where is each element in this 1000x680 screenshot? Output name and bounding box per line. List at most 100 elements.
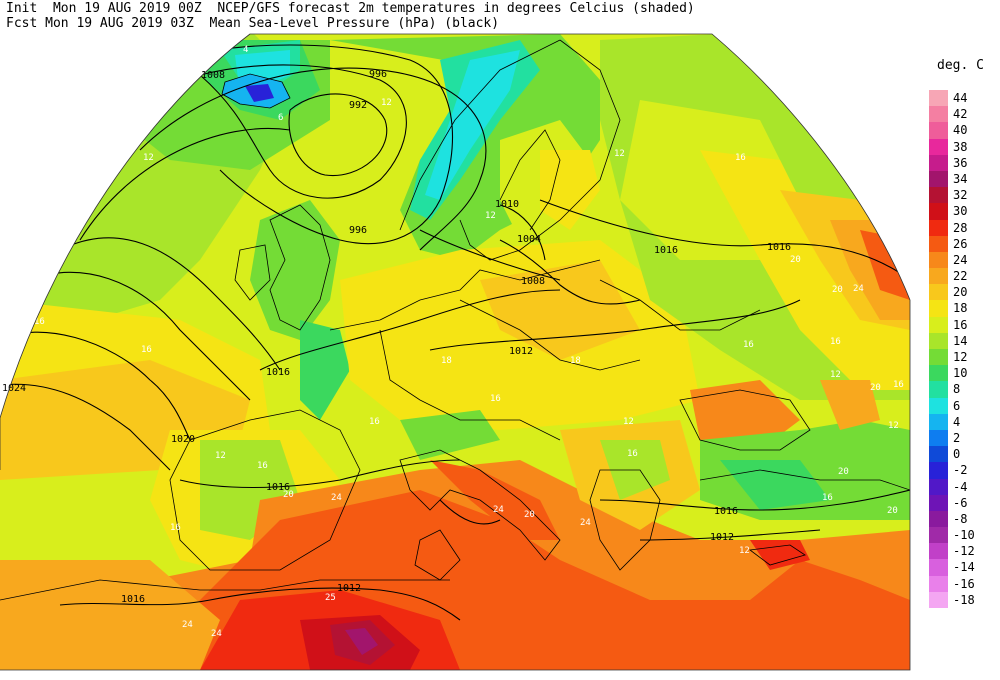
legend-entry: -14 — [929, 559, 989, 576]
temp-label: 18 — [570, 356, 581, 366]
pressure-label: 1010 — [495, 199, 519, 210]
legend-label: 12 — [953, 350, 968, 364]
legend-label: -12 — [953, 544, 975, 559]
pressure-label: 1008 — [521, 276, 545, 287]
temp-label: 16 — [893, 380, 904, 390]
temp-label: 20 — [832, 285, 843, 295]
temp-label: 12 — [739, 546, 750, 556]
temp-label: 12 — [215, 451, 226, 461]
legend-label: 36 — [953, 155, 968, 170]
temp-label: 24 — [853, 284, 864, 294]
legend-swatch — [929, 527, 948, 544]
temp-label: 4 — [243, 45, 248, 55]
legend-entry: 0 — [929, 446, 989, 463]
color-legend: 44 42 40 38 36 34 32 30 28 26 24 22 20 18 16 14 12 10 8 6 4 2… — [929, 90, 989, 608]
legend-entry: -4 — [929, 478, 989, 495]
legend-label: 2 — [953, 430, 961, 445]
legend-swatch — [929, 235, 948, 252]
legend-swatch — [929, 365, 948, 382]
legend-swatch — [929, 170, 948, 188]
legend-label: 0 — [953, 447, 961, 462]
legend-label: 34 — [953, 171, 968, 186]
temp-label: 16 — [490, 394, 501, 404]
legend-label: -2 — [953, 463, 968, 478]
temp-label: 24 — [331, 493, 342, 503]
isobars — [0, 44, 910, 621]
temperature-labels: 4 6 12 12 12 16 16 16 20 24 16 18 12 16 … — [34, 45, 904, 639]
legend-entry: 44 — [929, 90, 989, 107]
header-init-line: Init Mon 19 AUG 2019 00Z NCEP/GFS foreca… — [6, 1, 695, 16]
legend-label: 32 — [953, 188, 968, 203]
temp-label: 16 — [627, 449, 638, 459]
legend-swatch — [929, 122, 948, 139]
legend-entry: 26 — [929, 235, 989, 252]
legend-label: -6 — [953, 495, 968, 510]
legend-swatch — [929, 187, 948, 204]
pressure-label: 1020 — [171, 434, 195, 445]
legend-entry: 10 — [929, 365, 989, 382]
legend-entry: 18 — [929, 300, 989, 317]
legend-swatch — [929, 300, 948, 317]
temp-label: 6 — [278, 113, 283, 123]
temp-label: 12 — [143, 153, 154, 163]
legend-entry: 42 — [929, 106, 989, 123]
temp-label: 20 — [790, 255, 801, 265]
legend-unit: deg. C — [937, 58, 984, 73]
pressure-label: 1004 — [517, 234, 541, 245]
legend-entry: -18 — [929, 591, 989, 608]
pressure-label: 1016 — [654, 245, 678, 256]
temp-label: 24 — [211, 629, 222, 639]
legend-label: 14 — [953, 333, 968, 348]
legend-swatch — [929, 284, 948, 301]
legend-entry: 40 — [929, 122, 989, 139]
legend-label: -10 — [953, 528, 975, 543]
legend-swatch — [929, 575, 948, 592]
legend-swatch — [929, 106, 948, 123]
legend-label: -4 — [953, 479, 968, 494]
legend-label: 16 — [953, 317, 968, 332]
legend-label: -16 — [953, 576, 975, 591]
legend-label: 26 — [953, 236, 968, 251]
legend-label: 28 — [953, 220, 968, 235]
legend-swatch — [929, 138, 948, 155]
temp-label: 20 — [283, 490, 294, 500]
temp-label: 12 — [623, 417, 634, 427]
legend-swatch — [929, 332, 948, 349]
legend-swatch — [929, 559, 948, 576]
pressure-label: 1008 — [201, 70, 225, 81]
pressure-label: 996 — [369, 69, 387, 80]
temp-label: 24 — [580, 518, 591, 528]
temp-label: 25 — [325, 593, 336, 603]
legend-swatch — [929, 429, 948, 447]
legend-swatch — [929, 478, 948, 495]
temp-label: 12 — [485, 211, 496, 221]
pressure-label: 1012 — [337, 583, 361, 594]
legend-swatch — [929, 462, 948, 479]
temp-label: 20 — [838, 467, 849, 477]
legend-entry: 16 — [929, 316, 989, 333]
pressure-label: 1024 — [2, 383, 26, 394]
legend-entry: 36 — [929, 154, 989, 171]
legend-entry: -16 — [929, 575, 989, 592]
temp-label: 16 — [141, 345, 152, 355]
pressure-label: 1016 — [121, 594, 145, 605]
legend-entry: 32 — [929, 187, 989, 204]
legend-entry: 2 — [929, 429, 989, 447]
legend-swatch — [929, 316, 948, 333]
legend-label: 18 — [953, 301, 968, 316]
header-forecast-line: Fcst Mon 19 AUG 2019 03Z Mean Sea-Level … — [6, 16, 500, 31]
legend-label: 6 — [953, 398, 961, 413]
legend-label: 24 — [953, 252, 968, 267]
legend-entry: 12 — [929, 349, 989, 366]
legend-entry: 8 — [929, 381, 989, 398]
legend-label: 10 — [953, 366, 968, 381]
legend-label: 4 — [953, 414, 961, 429]
legend-swatch — [929, 90, 948, 107]
pressure-label: 996 — [349, 225, 367, 236]
temp-label: 16 — [830, 337, 841, 347]
legend-swatch — [929, 446, 948, 463]
legend-entry: 6 — [929, 397, 989, 414]
legend-swatch — [929, 510, 948, 528]
pressure-label: 1012 — [710, 532, 734, 543]
